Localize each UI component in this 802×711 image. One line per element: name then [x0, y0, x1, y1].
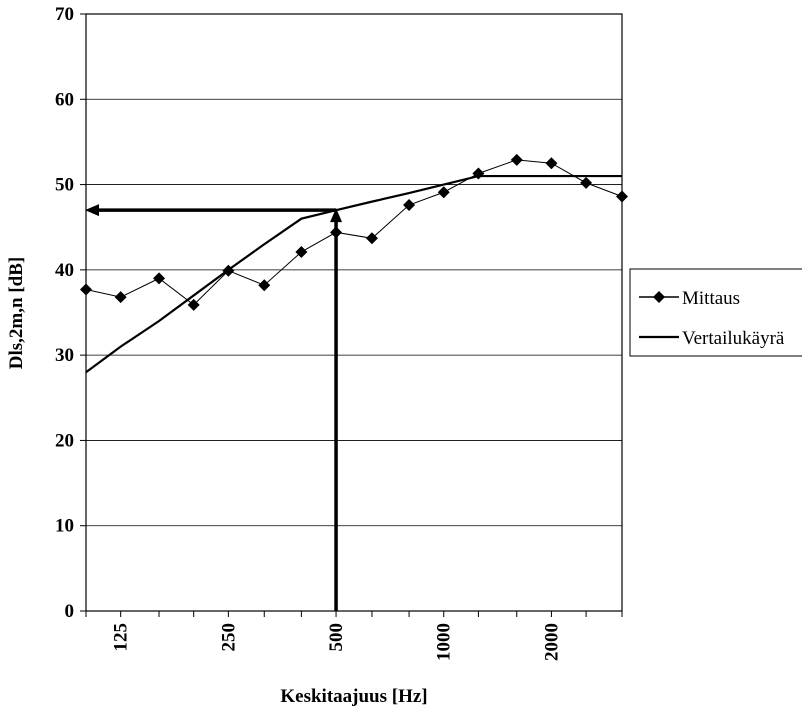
data-point-mittaus: [187, 298, 200, 311]
legend: Mittaus Vertailukäyrä: [629, 268, 802, 357]
data-point-mittaus: [258, 279, 271, 292]
legend-label-mittaus: Mittaus: [682, 288, 740, 309]
y-tick-label: 70: [55, 4, 74, 25]
data-point-mittaus: [295, 245, 308, 258]
data-point-mittaus: [153, 272, 166, 285]
series-layer: [80, 153, 628, 374]
y-tick-label: 50: [55, 175, 74, 196]
data-point-mittaus: [616, 190, 628, 203]
data-point-mittaus: [222, 264, 235, 277]
y-tick-label: 30: [55, 345, 74, 366]
data-point-mittaus: [545, 157, 558, 170]
data-point-mittaus: [114, 291, 127, 304]
legend-label-vertailukayra: Vertailukäyrä: [682, 328, 785, 349]
x-tick-label: 500: [326, 623, 347, 652]
y-axis-ticks: 0 10 20 30 40 50 60 70: [55, 4, 86, 622]
annotation-arrows: [85, 204, 343, 611]
x-tick-label: 1000: [434, 623, 455, 661]
y-tick-label: 10: [55, 516, 74, 537]
x-axis-ticks: 125 250 500 1000 2000: [85, 611, 623, 661]
series-line-vertailukayra: [85, 174, 622, 374]
series-line-mittaus: [85, 159, 623, 306]
data-point-mittaus: [580, 176, 593, 189]
x-tick-label: 250: [218, 623, 239, 652]
data-point-mittaus: [365, 232, 378, 245]
arrow-left-icon: [85, 204, 99, 217]
y-axis-title: Dls,2m,n [dB]: [6, 257, 27, 369]
x-axis-title: Keskitaajuus [Hz]: [280, 686, 427, 707]
y-tick-label: 40: [55, 260, 74, 281]
arrow-up-icon: [330, 208, 343, 223]
y-tick-label: 60: [55, 89, 74, 110]
legend-marker-diamond-icon: [653, 291, 665, 303]
y-tick-label: 0: [65, 601, 75, 622]
data-point-mittaus: [80, 283, 92, 296]
data-point-mittaus: [437, 186, 450, 199]
plot-area-frame: [85, 13, 623, 612]
legend-box: [629, 268, 802, 357]
gridlines: [86, 98, 622, 527]
data-point-mittaus: [403, 199, 416, 212]
x-tick-label: 2000: [541, 623, 562, 661]
data-point-mittaus: [510, 153, 523, 166]
data-point-mittaus: [472, 167, 485, 180]
x-tick-label: 125: [111, 623, 132, 652]
y-tick-label: 20: [55, 430, 74, 451]
